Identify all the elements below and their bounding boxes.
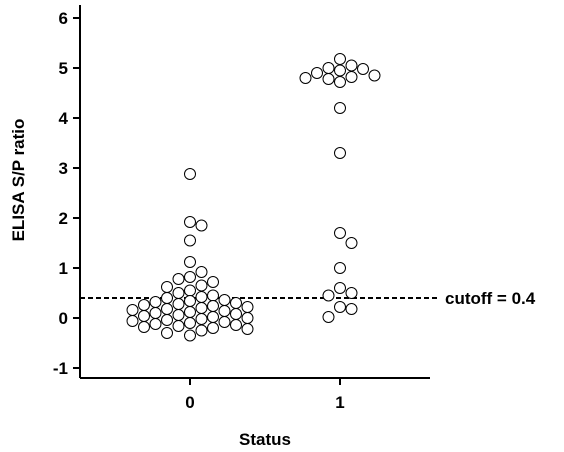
data-point xyxy=(218,316,231,328)
y-tick-label: 1 xyxy=(59,259,68,278)
data-point xyxy=(207,311,219,323)
data-point xyxy=(334,147,346,159)
y-tick-label: 5 xyxy=(59,59,68,78)
data-point xyxy=(195,279,208,292)
data-point xyxy=(172,320,185,332)
data-point xyxy=(207,322,219,334)
data-point xyxy=(334,102,346,114)
data-point xyxy=(195,291,208,303)
data-point xyxy=(218,305,231,317)
data-point xyxy=(299,72,312,84)
y-tick-label: 6 xyxy=(59,9,68,28)
data-point xyxy=(184,284,196,297)
data-point xyxy=(161,292,173,304)
data-point xyxy=(322,73,335,85)
data-point xyxy=(149,318,162,330)
data-point xyxy=(207,276,219,288)
y-tick-label: 3 xyxy=(59,159,68,178)
data-point xyxy=(172,309,185,321)
x-tick-label: 0 xyxy=(185,393,194,412)
data-point xyxy=(184,317,196,329)
data-point xyxy=(322,62,335,74)
data-point xyxy=(241,301,254,313)
data-point xyxy=(230,297,242,309)
y-tick-label: 4 xyxy=(59,109,69,128)
data-point xyxy=(184,295,196,307)
data-point xyxy=(172,273,185,285)
data-point xyxy=(334,301,346,313)
data-point xyxy=(138,321,150,333)
y-ticks: -1 0 1 2 3 4 5 6 xyxy=(53,9,80,378)
data-point xyxy=(241,312,254,324)
data-point xyxy=(184,256,196,268)
data-point xyxy=(334,76,346,88)
data-point xyxy=(334,282,346,294)
data-point xyxy=(184,234,196,247)
data-point xyxy=(161,303,173,315)
data-point xyxy=(218,294,231,306)
data-point xyxy=(345,59,358,72)
data-point xyxy=(345,287,358,299)
data-point xyxy=(138,299,150,311)
data-point xyxy=(161,327,173,339)
data-point xyxy=(207,300,219,312)
data-point xyxy=(184,216,196,228)
y-tick-label: -1 xyxy=(53,359,68,378)
data-point xyxy=(195,324,208,337)
data-point xyxy=(195,266,208,278)
data-point xyxy=(195,302,208,314)
data-point xyxy=(334,227,346,239)
data-point xyxy=(184,168,196,180)
data-point xyxy=(230,319,242,331)
data-point xyxy=(149,307,162,319)
data-point xyxy=(138,310,150,322)
data-point xyxy=(368,69,381,82)
x-tick-label: 1 xyxy=(335,393,344,412)
data-point xyxy=(195,219,208,232)
data-point xyxy=(172,287,185,299)
data-point xyxy=(334,262,346,274)
data-point xyxy=(207,289,219,302)
x-axis-title: Status xyxy=(239,430,291,449)
data-point xyxy=(184,329,196,342)
data-point xyxy=(357,63,369,75)
data-points xyxy=(126,53,381,342)
data-point xyxy=(345,71,358,83)
data-point xyxy=(161,314,173,326)
y-tick-label: 2 xyxy=(59,209,68,228)
data-point xyxy=(241,323,254,335)
data-point xyxy=(161,281,173,293)
y-axis-title: ELISA S/P ratio xyxy=(9,119,28,242)
data-point xyxy=(322,311,335,323)
data-point xyxy=(334,53,346,65)
data-point xyxy=(126,304,139,316)
data-point xyxy=(311,67,323,79)
data-point xyxy=(149,296,162,308)
cutoff-label: cutoff = 0.4 xyxy=(445,289,536,308)
data-point xyxy=(345,303,358,315)
data-point xyxy=(126,315,139,327)
data-point xyxy=(230,308,242,320)
data-point xyxy=(322,289,335,302)
data-point xyxy=(334,64,346,77)
data-point xyxy=(195,313,208,325)
data-point xyxy=(345,237,358,249)
y-tick-label: 0 xyxy=(59,309,68,328)
data-point xyxy=(184,306,196,318)
data-point xyxy=(172,298,185,310)
data-point xyxy=(184,271,196,283)
